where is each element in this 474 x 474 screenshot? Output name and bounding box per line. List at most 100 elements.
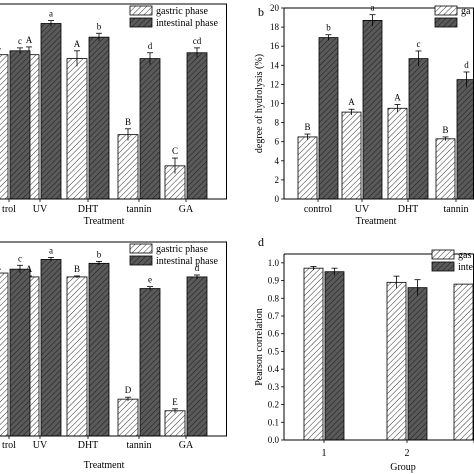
bar-intestinal [186,276,208,437]
x-tick-label: DHT [78,204,99,215]
bar-intestinal [407,287,428,441]
legend-label: gastric phase [156,6,208,17]
legend-swatch [129,243,153,254]
y-tick-label: 0 [275,194,280,204]
y-tick-label: 0.4 [268,364,280,374]
y-tick-label: 12 [270,79,279,89]
bar-intestinal [139,288,161,437]
bar-intestinal [362,20,383,200]
x-tick-label: tannin [444,204,469,215]
significance-letter: B [125,117,131,127]
significance-letter: D [125,385,132,395]
significance-letter: c [18,253,22,263]
significance-letter: A [26,35,33,45]
bar-gastric [0,54,9,200]
y-tick-label: 6 [275,137,280,147]
x-tick-label: trol [2,440,16,451]
bar-gastric [453,283,474,441]
x-tick-label: 2 [405,448,410,459]
x-tick-label: trol [2,204,16,215]
bar-gastric [341,111,362,200]
bar-gastric [0,272,9,437]
significance-letter: d [148,41,153,51]
x-tick-label: DHT [78,440,99,451]
bar-gastric [117,398,139,437]
x-tick-label: 1 [322,448,327,459]
bar-intestinal [186,52,208,200]
y-tick-label: 8 [275,118,280,128]
y-tick-label: 0.5 [268,346,280,356]
bar-gastric [435,138,456,200]
significance-letter: b [326,23,331,33]
x-tick-label: tannin [127,440,152,451]
legend-label: inte [458,262,474,273]
significance-letter: c [417,39,421,49]
legend-label: ga [461,6,471,17]
x-axis-title: Treatment [356,216,397,227]
x-tick-label: tannin [127,204,152,215]
y-tick-label: 0.1 [268,417,279,427]
x-tick-label: control [304,204,333,215]
y-tick-label: 18 [270,22,280,32]
bar-intestinal [324,271,345,441]
panel-label: d [258,235,264,249]
bar-intestinal [88,262,110,437]
bar-intestinal [9,268,31,437]
x-tick-label: UV [355,204,370,215]
legend-swatch [434,5,458,16]
y-tick-label: 1.0 [268,258,280,268]
bar-intestinal [456,79,474,200]
x-tick-label: UV [33,440,48,451]
significance-letter: B [74,264,80,274]
significance-letter: cd [193,36,202,46]
legend-swatch [434,17,458,28]
significance-letter: A [348,97,355,107]
bar-intestinal [9,50,31,200]
legend-swatch [129,255,153,266]
x-axis-title: Group [390,462,416,473]
y-tick-label: 0.8 [268,293,280,303]
bar-gastric [117,134,139,200]
significance-letter: c [18,36,22,46]
significance-letter: B [304,122,310,132]
x-tick-label: UV [33,204,48,215]
bar-intestinal [88,36,110,200]
significance-letter: d [464,60,469,70]
significance-letter: e [148,275,152,285]
bar-intestinal [139,58,161,200]
significance-letter: A [74,39,81,49]
bar-gastric [164,410,186,437]
significance-letter: b [97,249,102,259]
y-tick-label: 0.6 [268,329,280,339]
bar-gastric [386,281,407,441]
bar-intestinal [40,259,62,437]
legend-swatch [129,5,153,16]
y-tick-label: 0.2 [268,400,279,410]
x-axis-title: Treatment [84,216,125,227]
significance-letter: d [195,263,200,273]
bar-gastric [66,276,88,437]
bar-gastric [387,107,408,200]
significance-letter: a [49,246,53,256]
legend-swatch [129,17,153,28]
bar-intestinal [318,37,339,200]
y-tick-label: 4 [275,156,280,166]
y-axis-title: degree of hydrolysis (%) [254,54,265,153]
y-axis-title: Pearson correlation [254,308,265,385]
bar-gastric [303,267,324,441]
y-tick-label: 0.9 [268,276,280,286]
x-tick-label: DHT [398,204,419,215]
y-tick-label: 16 [270,41,280,51]
significance-letter: E [172,397,178,407]
panel-label: b [258,5,264,19]
y-tick-label: 0.3 [268,382,280,392]
x-tick-label: GA [179,440,194,451]
legend-swatch [431,261,455,272]
y-tick-label: 20 [270,3,280,13]
bar-gastric [66,58,88,200]
legend-label: gas [458,250,471,261]
bar-gastric [297,136,318,200]
significance-letter: A [394,92,401,102]
y-tick-label: 0.7 [268,311,280,321]
legend-label: gastric phase [156,244,208,255]
